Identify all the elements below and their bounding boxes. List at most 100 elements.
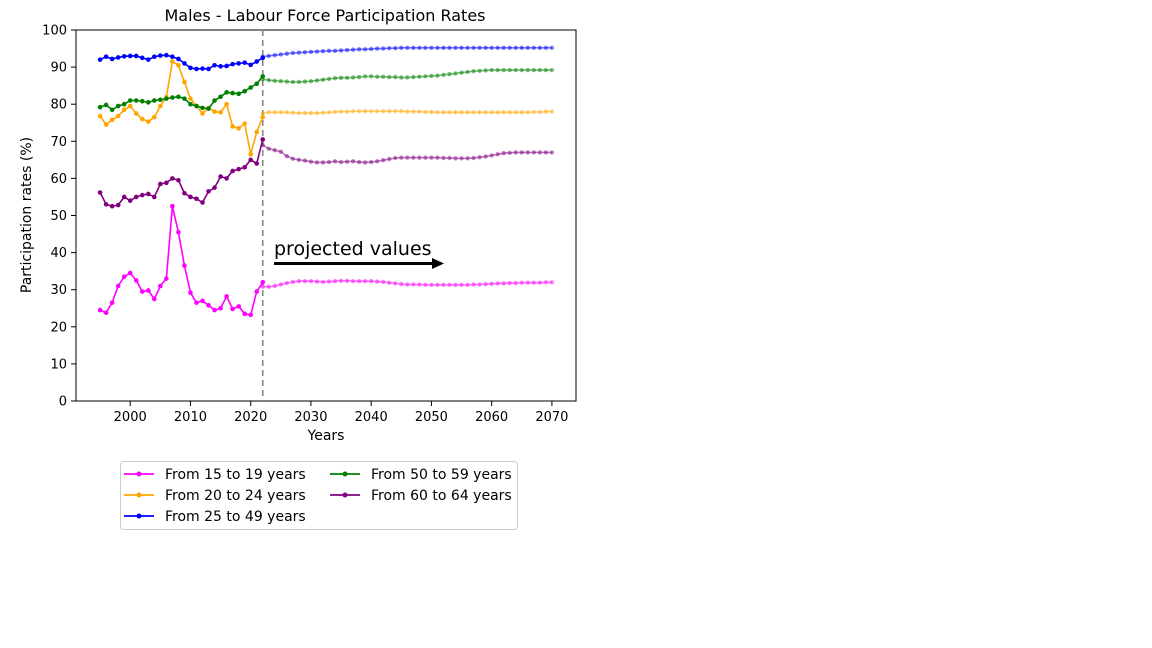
- projected-point: [483, 154, 488, 159]
- historical-point: [170, 176, 175, 181]
- projected-point: [308, 49, 314, 55]
- projected-point: [429, 155, 434, 160]
- historical-point: [242, 60, 247, 65]
- projected-point: [459, 110, 464, 115]
- projected-point: [362, 278, 368, 284]
- projected-point: [338, 278, 344, 283]
- historical-point: [158, 97, 163, 103]
- legend-marker: [342, 492, 348, 498]
- projected-point: [477, 110, 482, 115]
- historical-point: [182, 61, 187, 66]
- projected-point: [368, 278, 374, 284]
- historical-point: [103, 310, 109, 316]
- projected-point: [453, 45, 458, 51]
- historical-point: [115, 283, 121, 289]
- historical-point: [121, 101, 127, 107]
- projected-point: [308, 159, 314, 164]
- historical-point: [236, 166, 241, 172]
- projected-point: [537, 150, 543, 155]
- projected-point: [501, 150, 506, 156]
- x-tick-label: 2050: [415, 410, 448, 425]
- projected-point: [375, 279, 380, 284]
- projected-point: [320, 110, 326, 115]
- projected-point: [356, 159, 362, 165]
- projected-point: [417, 109, 422, 114]
- historical-point: [121, 54, 127, 59]
- historical-point: [115, 55, 121, 60]
- historical-point: [158, 283, 163, 289]
- projected-point: [302, 158, 308, 163]
- projected-point: [381, 46, 386, 51]
- legend-item: From 25 to 49 years: [124, 509, 306, 525]
- projected-point: [495, 152, 500, 157]
- y-axis-label: Participation rates (%): [19, 137, 35, 293]
- historical-point: [230, 61, 235, 67]
- projected-point: [266, 53, 271, 59]
- projected-point: [344, 159, 350, 164]
- y-tick-label: 40: [50, 246, 67, 261]
- historical-point: [109, 203, 115, 209]
- historical-point: [230, 124, 235, 129]
- historical-point: [242, 164, 247, 170]
- projected-point: [495, 281, 500, 286]
- historical-point: [176, 56, 181, 62]
- historical-point: [182, 190, 187, 196]
- historical-point: [218, 174, 223, 179]
- projected-point: [368, 159, 374, 165]
- historical-point: [248, 312, 253, 318]
- y-tick-label: 70: [50, 135, 67, 150]
- historical-point: [248, 62, 253, 68]
- y-tick-label: 100: [42, 24, 67, 39]
- x-tick-label: 2030: [294, 410, 327, 425]
- projected-point: [278, 149, 284, 154]
- legend-marker: [136, 492, 142, 498]
- projected-point: [465, 282, 470, 288]
- historical-point: [127, 103, 133, 109]
- projected-point: [278, 282, 284, 287]
- projected-point: [537, 45, 543, 51]
- y-tick-label: 30: [50, 283, 67, 298]
- historical-point: [212, 98, 217, 103]
- historical-point: [121, 107, 127, 113]
- historical-point: [254, 59, 260, 64]
- projected-point: [290, 79, 296, 85]
- historical-point: [212, 62, 217, 68]
- projected-point: [266, 110, 271, 115]
- historical-point: [236, 91, 241, 97]
- projected-point: [537, 109, 543, 115]
- projected-point: [447, 45, 452, 51]
- x-tick-label: 2010: [174, 410, 207, 425]
- historical-point: [224, 63, 229, 69]
- historical-point: [170, 59, 175, 64]
- historical-point: [194, 300, 199, 305]
- projected-point: [543, 45, 549, 51]
- projected-point: [387, 109, 392, 114]
- projected-point: [513, 45, 518, 51]
- projected-point: [356, 47, 362, 52]
- projected-point: [393, 281, 398, 286]
- historical-point: [218, 64, 223, 69]
- projected-point: [477, 282, 482, 287]
- historical-point: [260, 55, 266, 61]
- historical-point: [139, 289, 145, 294]
- projected-point: [362, 47, 368, 52]
- projected-point: [393, 45, 398, 51]
- projected-point: [465, 45, 470, 51]
- historical-point: [176, 62, 181, 68]
- legend-item: From 60 to 64 years: [330, 488, 512, 504]
- historical-line: [99, 206, 264, 316]
- projected-point: [549, 280, 555, 285]
- projected-point: [308, 278, 314, 284]
- projected-point: [513, 280, 518, 286]
- historical-point: [139, 116, 145, 122]
- projected-point: [453, 156, 458, 161]
- projected-point: [417, 45, 422, 51]
- projected-point: [375, 74, 380, 79]
- projected-point: [477, 45, 482, 51]
- projected-point: [290, 156, 296, 161]
- projected-point: [399, 155, 404, 160]
- series-from-50-to-59-years: [97, 67, 555, 113]
- historical-point: [182, 96, 187, 101]
